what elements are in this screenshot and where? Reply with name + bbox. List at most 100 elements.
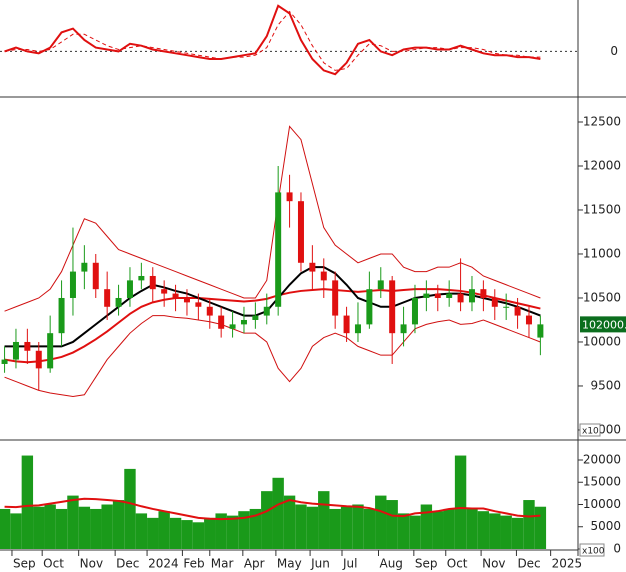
- volume-bar: [523, 500, 535, 549]
- volume-bar: [158, 511, 170, 549]
- volume-bar: [375, 495, 387, 549]
- volume-bar: [340, 506, 353, 549]
- last-price-label: 102000.0: [582, 318, 626, 331]
- volume-bar: [181, 520, 193, 549]
- volume-bar: [329, 508, 341, 549]
- candle-body: [263, 306, 270, 316]
- volume-bar: [226, 515, 239, 549]
- x-tick-label: Dec: [517, 557, 540, 571]
- candle-body: [491, 297, 498, 307]
- candle-body: [206, 306, 213, 316]
- y-tick-label: 10000: [583, 334, 621, 348]
- candle-body: [434, 293, 441, 298]
- candle-body: [343, 315, 350, 334]
- x-tick-label: Sep: [415, 557, 438, 571]
- x-tick-label: Dec: [116, 557, 139, 571]
- volume-bar: [44, 504, 56, 549]
- x-tick-label: Jun: [310, 557, 330, 571]
- y-tick-label: 12500: [583, 114, 621, 128]
- volume-bar: [10, 513, 22, 549]
- candle-body: [92, 262, 99, 290]
- volume-bar: [204, 517, 216, 549]
- candle-body: [525, 315, 532, 325]
- x-tick-label: 2025: [552, 557, 583, 571]
- candle-body: [172, 293, 179, 298]
- volume-bar: [33, 506, 45, 549]
- volume-bar: [489, 513, 501, 549]
- candle-body: [104, 289, 111, 307]
- indicator-line: [4, 288, 541, 364]
- candle-body: [457, 293, 464, 303]
- volume-bar: [283, 495, 296, 549]
- x-tick-label: Mar: [211, 557, 234, 571]
- candle-body: [354, 324, 361, 334]
- y-tick-label: 10500: [583, 290, 621, 304]
- volume-bar: [192, 522, 205, 549]
- y-tick-label: 20000: [583, 452, 621, 466]
- candle-body: [69, 271, 76, 298]
- candle-body: [229, 324, 236, 329]
- volume-bar: [318, 491, 330, 549]
- x-tick-label: Nov: [80, 557, 103, 571]
- y-tick-label: 0: [610, 44, 618, 58]
- volume-bar: [500, 515, 512, 549]
- volume-bar: [78, 506, 91, 549]
- volume-bar: [135, 513, 148, 549]
- volume-bar: [21, 455, 34, 549]
- x-tick-label: Jul: [342, 557, 357, 571]
- x-tick-label: Oct: [447, 557, 468, 571]
- unit-box: [579, 423, 601, 437]
- candle-body: [12, 341, 19, 360]
- volume-ma: [4, 497, 541, 521]
- volume-bar: [0, 508, 11, 549]
- volume-bar: [295, 504, 307, 549]
- y-tick-label: 11000: [583, 246, 621, 260]
- indicator-line: [4, 315, 541, 398]
- unit-box: [579, 543, 605, 557]
- volume-bar: [169, 517, 182, 549]
- candle-body: [411, 297, 418, 325]
- candle-body: [275, 192, 282, 307]
- volume-bar: [101, 504, 113, 549]
- volume-bar: [67, 495, 79, 549]
- x-tick-label: Oct: [43, 557, 64, 571]
- unit-label: x100: [582, 547, 605, 557]
- volume-bar: [147, 517, 159, 549]
- candle-body: [35, 350, 42, 369]
- volume-bar: [238, 511, 250, 549]
- x-tick-label: Sep: [13, 557, 36, 571]
- volume-bar: [443, 508, 455, 549]
- candle-body: [332, 280, 339, 316]
- candle-body: [514, 306, 521, 316]
- candle-body: [423, 293, 430, 298]
- candle-body: [297, 201, 304, 263]
- indicator-line: [4, 125, 541, 312]
- volume-bar: [454, 455, 467, 549]
- volume-bar: [112, 500, 125, 549]
- candle-body: [115, 297, 122, 307]
- y-tick-label: 0: [613, 541, 621, 555]
- y-tick-label: 9500: [590, 378, 621, 392]
- y-tick-label: 10000: [583, 497, 621, 511]
- x-tick-label: May: [277, 557, 302, 571]
- volume-bar: [352, 504, 364, 549]
- candle-body: [366, 289, 373, 325]
- indicator-line: [4, 266, 541, 348]
- candle-body: [480, 289, 487, 298]
- candle-body: [377, 280, 384, 290]
- volume-bar: [261, 491, 273, 549]
- volume-bar: [432, 511, 444, 549]
- candle-body: [286, 192, 293, 202]
- oscillator-line: [4, 4, 541, 76]
- volume-bar: [477, 511, 490, 549]
- candle-body: [138, 275, 145, 281]
- volume-bar: [272, 477, 284, 549]
- y-tick-label: 11500: [583, 202, 621, 216]
- volume-bar: [420, 504, 433, 549]
- y-tick-label: 12000: [583, 158, 621, 172]
- candle-body: [446, 293, 453, 298]
- volume-bar: [397, 513, 410, 549]
- volume-bar: [409, 515, 421, 549]
- candle-body: [81, 262, 88, 272]
